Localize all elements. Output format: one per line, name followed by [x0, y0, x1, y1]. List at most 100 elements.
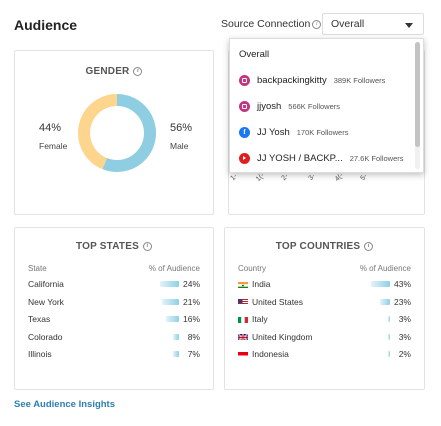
- top-countries-title: TOP COUNTRIES i: [225, 241, 424, 252]
- row-percent: 21%: [182, 296, 200, 307]
- chevron-down-icon: [405, 23, 413, 28]
- info-icon[interactable]: i: [312, 19, 322, 29]
- percent-bar: [160, 281, 179, 287]
- row-percent: 3%: [398, 331, 411, 342]
- top-states-title-text: TOP STATES: [76, 241, 139, 252]
- dropdown-item-label: JJ YOSH / BACKP...: [257, 152, 343, 164]
- gender-card: GENDER i 44% Female 56% Male: [14, 50, 214, 215]
- see-audience-insights-link[interactable]: See Audience Insights: [14, 399, 116, 410]
- dropdown-item-jj-yosh-facebook[interactable]: f JJ Yosh 170K Followers: [230, 123, 413, 141]
- row-percent: 16%: [182, 314, 200, 324]
- flag-india-icon: [238, 281, 248, 288]
- row-percent: 7%: [187, 349, 200, 359]
- flag-us-icon: [238, 298, 248, 305]
- row-name: Illinois: [28, 349, 52, 359]
- source-connection-dropdown: Overall backpackingkitty 389K Followers …: [229, 38, 424, 173]
- top-states-title: TOP STATES i: [15, 241, 213, 252]
- table-row: United States 23%: [225, 297, 424, 311]
- table-row: Colorado 8%: [15, 332, 213, 346]
- state-column-header: State: [28, 264, 47, 273]
- dropdown-item-followers: 170K Followers: [296, 127, 349, 137]
- instagram-icon: [239, 100, 250, 112]
- source-connection-value: Overall: [331, 18, 365, 30]
- youtube-icon: [239, 152, 250, 164]
- percent-bar: [371, 281, 390, 287]
- age-tick: 5-: [359, 172, 369, 183]
- row-label: Illinois: [28, 349, 52, 359]
- percent-column-header: % of Audience: [148, 264, 200, 273]
- row-name: India: [238, 279, 270, 289]
- row-label: California: [28, 279, 64, 289]
- source-connection-text: Source Connection: [221, 18, 311, 30]
- age-tick: 4(-: [333, 171, 345, 184]
- flag-italy-icon: [238, 316, 248, 323]
- country-column-header: Country: [238, 264, 267, 273]
- dropdown-item-backpackingkitty[interactable]: backpackingkitty 389K Followers: [230, 71, 413, 89]
- row-label: New York: [28, 296, 64, 307]
- table-row: California 24%: [15, 279, 213, 293]
- info-icon[interactable]: i: [364, 242, 374, 251]
- row-name: United Kingdom: [238, 332, 312, 342]
- table-row: Illinois 7%: [15, 349, 213, 363]
- dropdown-item-followers: 566K Followers: [288, 101, 340, 111]
- audience-title: Audience: [14, 17, 78, 33]
- row-percent: 2%: [398, 349, 411, 359]
- percent-bar: [162, 298, 179, 305]
- female-label: Female: [39, 141, 68, 151]
- row-label: United States: [252, 296, 304, 307]
- row-percent: 43%: [393, 279, 411, 289]
- age-tick: 2-: [280, 172, 290, 183]
- row-name: United States: [238, 297, 303, 307]
- percent-bar: [388, 351, 390, 357]
- row-name: Texas: [28, 314, 50, 324]
- dropdown-item-followers: 389K Followers: [333, 75, 386, 85]
- dropdown-item-jj-yosh-youtube[interactable]: JJ YOSH / BACKP... 27.6K Followers: [230, 149, 413, 167]
- top-states-card: TOP STATES i State % of Audience Califor…: [14, 227, 214, 390]
- info-icon[interactable]: i: [133, 67, 143, 76]
- row-name: Colorado: [28, 332, 63, 342]
- top-countries-card: TOP COUNTRIES i Country % of Audience In…: [224, 227, 425, 390]
- gender-title-text: GENDER: [85, 66, 130, 77]
- female-percentage: 44%: [39, 122, 62, 134]
- dropdown-item-label: JJ Yosh: [257, 126, 290, 138]
- dropdown-item-followers: 27.6K Followers: [349, 153, 404, 163]
- male-label: Male: [170, 141, 189, 151]
- instagram-icon: [239, 74, 250, 86]
- row-percent: 8%: [187, 331, 200, 342]
- flag-indonesia-icon: [238, 351, 248, 358]
- table-row: New York 21%: [15, 297, 213, 311]
- dropdown-item-label: jjyosh: [257, 100, 282, 112]
- row-name: Italy: [238, 314, 268, 324]
- facebook-icon: f: [239, 126, 250, 138]
- dropdown-scrollbar-thumb[interactable]: [415, 42, 420, 147]
- male-percentage: 56%: [170, 122, 193, 134]
- percent-bar: [388, 316, 390, 322]
- source-connection-select[interactable]: Overall: [322, 13, 424, 35]
- top-countries-title-text: TOP COUNTRIES: [275, 241, 361, 252]
- gender-donut-chart: [78, 94, 156, 172]
- row-percent: 3%: [398, 314, 411, 324]
- dropdown-item-label: backpackingkitty: [257, 74, 327, 86]
- percent-bar: [173, 333, 179, 340]
- gender-card-title: GENDER i: [15, 66, 213, 77]
- dropdown-item-overall[interactable]: Overall: [230, 45, 413, 63]
- dropdown-item-label: Overall: [239, 48, 270, 60]
- row-label: Colorado: [28, 331, 63, 342]
- row-percent: 23%: [393, 296, 411, 307]
- gender-female-arc: [78, 94, 156, 172]
- table-row: United Kingdom 3%: [225, 332, 424, 346]
- percent-bar: [166, 316, 179, 322]
- table-row: India 43%: [225, 279, 424, 293]
- row-label: Indonesia: [252, 349, 289, 359]
- row-label: United Kingdom: [252, 331, 313, 342]
- percent-bar: [173, 351, 179, 357]
- row-label: Texas: [28, 314, 51, 324]
- row-name: California: [28, 279, 64, 289]
- percent-column-header: % of Audience: [359, 264, 411, 273]
- table-row: Italy 3%: [225, 314, 424, 328]
- percent-bar: [388, 333, 390, 340]
- info-icon[interactable]: i: [142, 242, 152, 251]
- row-percent: 24%: [182, 279, 200, 289]
- age-tick: 1(-: [254, 171, 266, 184]
- dropdown-item-jjyosh[interactable]: jjyosh 566K Followers: [230, 97, 413, 115]
